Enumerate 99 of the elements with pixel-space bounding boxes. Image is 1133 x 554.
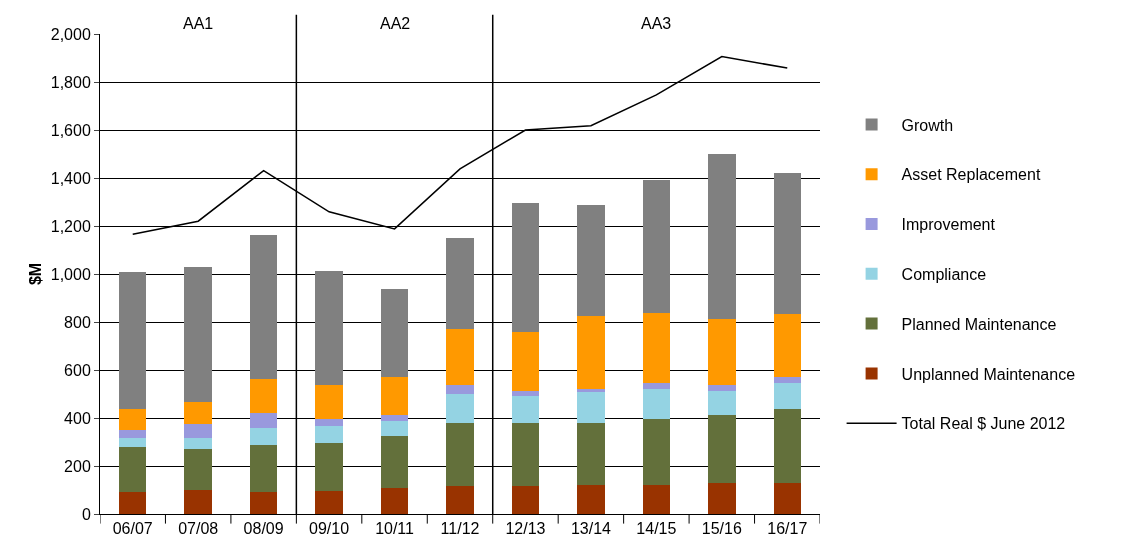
bar: [315, 385, 343, 420]
bar: [118, 271, 147, 410]
y-tick-label: 600: [64, 361, 91, 379]
bar: [708, 391, 736, 416]
bar: [249, 491, 278, 514]
bar: [380, 436, 409, 489]
bar: [642, 383, 671, 390]
bar: [708, 415, 736, 484]
y-tick-label: 1,600: [50, 121, 91, 139]
y-tick-label: 800: [64, 313, 91, 331]
y-tick-label: 400: [64, 409, 91, 427]
bar: [773, 383, 802, 410]
x-tick-label: 15/16: [701, 520, 742, 538]
bar: [380, 488, 409, 514]
y-tick-label: 2,000: [50, 25, 91, 43]
bar: [511, 391, 540, 396]
bar: [577, 316, 605, 389]
text: AA2: [380, 15, 411, 32]
bar: [118, 491, 147, 514]
x-tick-label: 10/11: [375, 520, 415, 538]
legend-label: Compliance: [901, 266, 987, 284]
bar: [708, 483, 736, 514]
legend-label: Growth: [901, 116, 954, 134]
bar: [249, 234, 278, 380]
bar: [773, 172, 802, 315]
bar: [249, 445, 278, 492]
bar: [773, 483, 802, 514]
bar: [118, 429, 147, 439]
bar: [708, 319, 736, 386]
legend-label: Unplanned Maintenance: [901, 365, 1076, 383]
bar: [380, 415, 409, 422]
bar: [577, 484, 605, 514]
bar: [249, 413, 278, 429]
x-tick-label: 14/15: [636, 520, 677, 538]
bar: [708, 153, 736, 320]
y-tick-label: 200: [64, 457, 91, 475]
bar: [380, 377, 409, 416]
bar: [773, 409, 802, 484]
bar: [249, 379, 278, 414]
bar: [511, 202, 540, 333]
bar: [249, 428, 278, 446]
bar: [446, 485, 474, 514]
x-tick-label: 13/14: [570, 520, 612, 538]
bar: [773, 377, 802, 384]
bar: [773, 314, 802, 378]
bar: [446, 329, 474, 386]
legend-label: Total Real $ June 2012: [901, 415, 1066, 433]
bar: [315, 490, 343, 514]
bar: [118, 409, 147, 430]
x-tick-label: 06/07: [112, 520, 153, 538]
bar: [184, 402, 212, 424]
bar: [642, 389, 671, 420]
bar: [184, 424, 212, 439]
bar: [184, 449, 212, 491]
x-tick-label: 11/12: [440, 520, 480, 538]
bar: [315, 270, 343, 386]
bar: [315, 419, 343, 427]
bar: [577, 204, 605, 316]
x-tick-label: 07/08: [178, 520, 219, 538]
y-tick-label: 1,200: [50, 217, 91, 235]
bar: [577, 392, 605, 424]
bar: [642, 179, 671, 314]
y-tick-label: 0: [81, 505, 91, 523]
bar: [118, 438, 147, 448]
bar: [380, 288, 409, 378]
text: AA1: [183, 15, 214, 32]
bar: [511, 486, 540, 514]
bar: [446, 385, 474, 394]
bar: [577, 423, 605, 485]
bar: [642, 313, 671, 384]
legend-label: Planned Maintenance: [901, 315, 1057, 333]
x-tick-label: 09/10: [309, 520, 350, 538]
bar: [577, 388, 605, 393]
bar: [511, 423, 540, 487]
bar: [118, 447, 147, 492]
bar: [642, 419, 671, 485]
bar: [380, 421, 409, 436]
text: AA3: [641, 15, 672, 32]
bar: [315, 442, 343, 491]
bar: [642, 484, 671, 514]
bar: [184, 438, 212, 450]
bar: [446, 238, 474, 330]
x-tick-label: 12/13: [505, 520, 546, 538]
bar: [184, 266, 212, 403]
y-axis-title: $M: [26, 262, 44, 286]
y-tick-label: 1,800: [50, 73, 91, 91]
bar: [708, 385, 736, 392]
bar: [315, 426, 343, 443]
bar: [446, 423, 474, 486]
bar: [184, 490, 212, 514]
x-tick-label: 08/09: [243, 520, 284, 538]
legend-label: Improvement: [901, 216, 996, 234]
y-tick-label: 1,000: [50, 265, 91, 283]
y-tick-label: 1,400: [50, 169, 91, 187]
x-tick-label: 16/17: [767, 520, 808, 538]
bar: [511, 332, 540, 392]
bar: [446, 394, 474, 424]
bar: [511, 395, 540, 424]
legend-label: Asset Replacement: [901, 166, 1041, 184]
